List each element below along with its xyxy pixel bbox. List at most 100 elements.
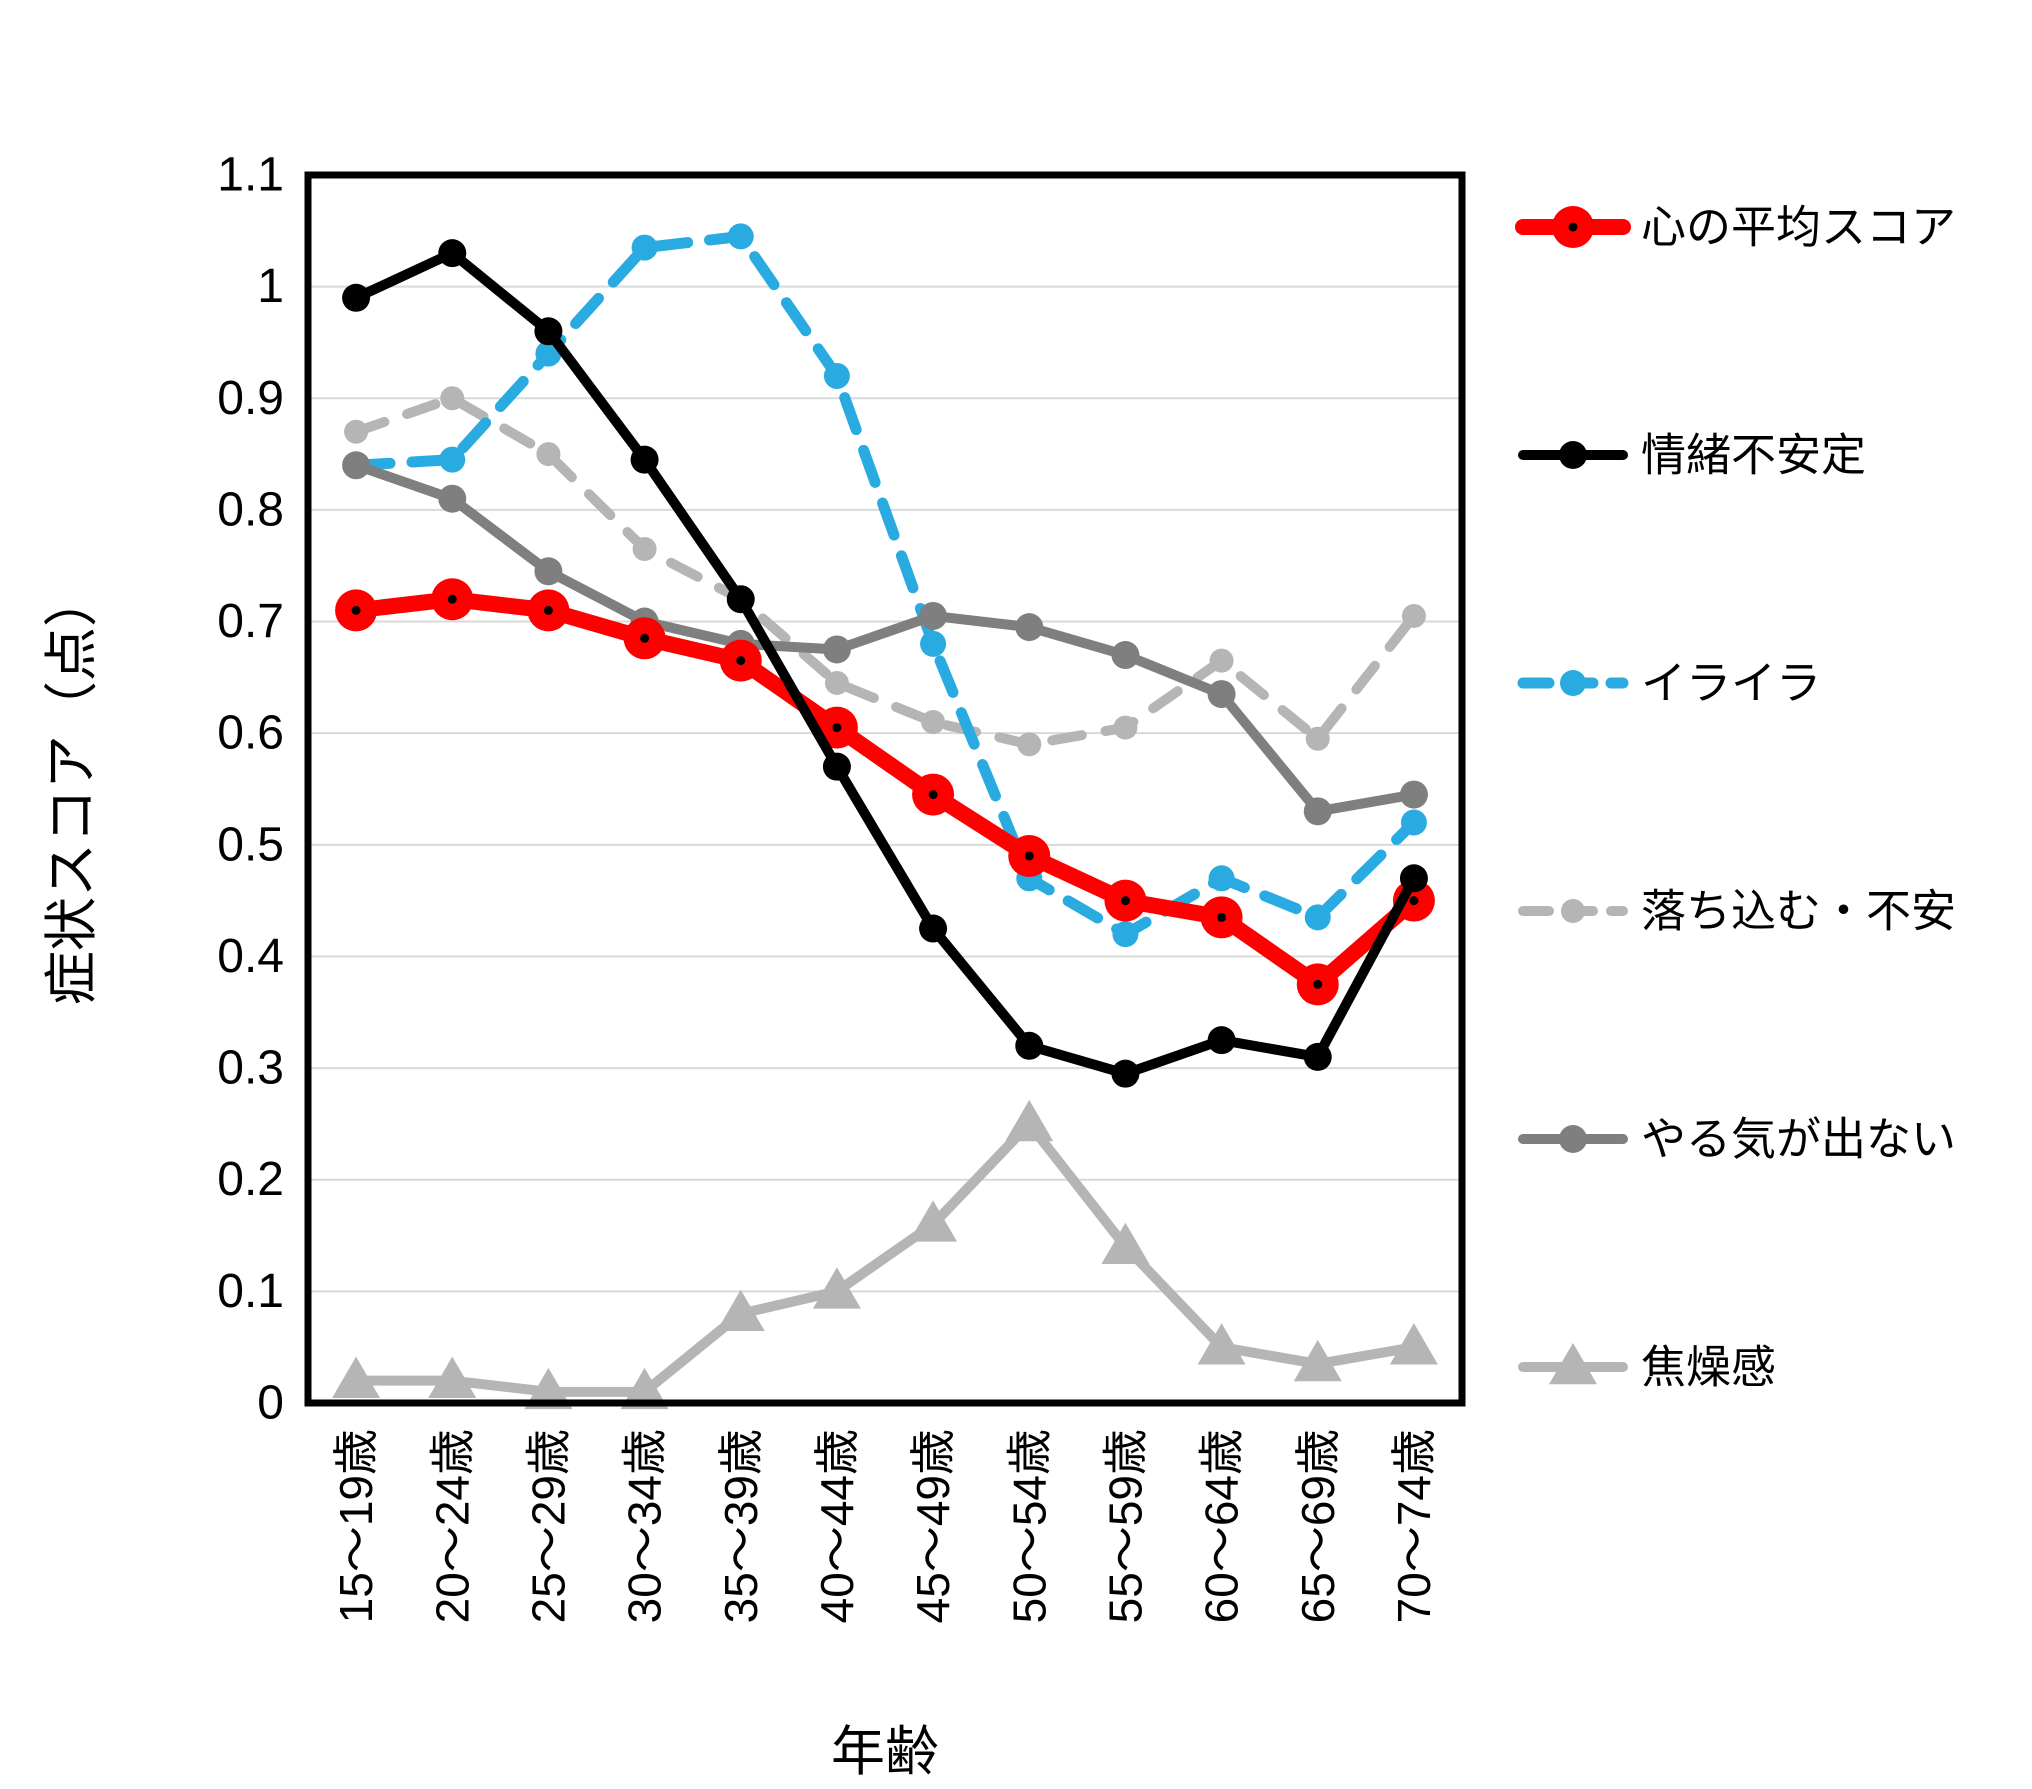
- y-tick-label: 0.6: [217, 707, 284, 760]
- series-line-depressed-anxious: [351, 393, 1419, 750]
- y-tick-label: 0.1: [217, 1265, 284, 1318]
- marker-emotional-instability: [726, 585, 755, 614]
- legend-item-emotional-instability: 情緒不安定: [1518, 430, 1866, 481]
- x-tick-label: 35～39歳: [715, 1429, 767, 1623]
- marker-center-dot-heart-average-score: [1024, 851, 1034, 861]
- marker-depressed-anxious: [632, 536, 657, 561]
- marker-irritability: [823, 362, 850, 389]
- y-tick-label: 0.9: [217, 372, 284, 425]
- marker-no-motivation: [1207, 680, 1236, 709]
- series-line-irritability: [350, 230, 1420, 940]
- marker-impatience: [1549, 1343, 1597, 1385]
- marker-impatience: [1389, 1323, 1438, 1365]
- x-tick-label: 25～29歳: [522, 1429, 574, 1623]
- marker-center-dot-heart-average-score: [543, 605, 553, 615]
- y-tick-label: 0.8: [217, 483, 284, 536]
- marker-depressed-anxious: [1401, 603, 1426, 628]
- marker-depressed-anxious: [440, 386, 465, 411]
- marker-depressed-anxious: [824, 670, 849, 695]
- x-tick-label: 30～34歳: [619, 1429, 671, 1623]
- marker-center-dot-heart-average-score: [736, 656, 746, 666]
- marker-emotional-instability: [1399, 864, 1428, 893]
- marker-impatience: [716, 1289, 765, 1331]
- series-line-emotional-instability: [351, 248, 1419, 1079]
- marker-impatience: [332, 1356, 381, 1398]
- marker-emotional-instability: [1015, 1031, 1044, 1060]
- x-tick-label: 50～54歳: [1003, 1429, 1055, 1623]
- marker-emotional-instability: [1559, 441, 1587, 469]
- series-heart-average-score: [335, 578, 1435, 1006]
- marker-irritability: [631, 234, 658, 261]
- x-tick-label: 20～24歳: [426, 1429, 478, 1623]
- marker-no-motivation: [1399, 780, 1428, 809]
- x-axis-title: 年齢: [831, 1722, 939, 1782]
- x-tick-label: 55～59歳: [1099, 1429, 1151, 1623]
- marker-irritability: [1208, 865, 1235, 892]
- marker-emotional-instability: [630, 445, 659, 474]
- marker-irritability: [727, 223, 754, 250]
- x-tick-label: 65～69歳: [1292, 1429, 1344, 1623]
- y-tick-label: 1.1: [217, 149, 284, 202]
- marker-center-dot-heart-average-score: [1120, 896, 1130, 906]
- y-tick-label: 0.4: [217, 930, 284, 983]
- legend-label-impatience: 焦燥感: [1641, 1342, 1776, 1393]
- marker-no-motivation: [534, 557, 563, 586]
- marker-center-dot-heart-average-score: [351, 605, 361, 615]
- x-axis-ticks-group: 15～19歳 20～24歳 25～29歳 30～34歳 35～39歳 40～44歳 45～4…: [330, 1429, 1440, 1623]
- y-tick-label: 0.2: [217, 1153, 284, 1206]
- marker-no-motivation: [1111, 641, 1140, 670]
- marker-impatience: [1293, 1339, 1342, 1382]
- legend-label-irritability: イライラ: [1641, 658, 1821, 709]
- legend-item-irritability: イライラ: [1517, 658, 1821, 709]
- marker-center-dot-heart-average-score: [832, 723, 842, 733]
- marker-no-motivation: [1015, 613, 1044, 642]
- marker-emotional-instability: [919, 914, 948, 943]
- marker-impatience: [620, 1367, 669, 1410]
- series-impatience: [332, 1099, 1438, 1410]
- marker-depressed-anxious: [344, 419, 369, 444]
- series-line-impatience: [351, 1118, 1419, 1397]
- legend-item-depressed-anxious: 落ち込む・不安: [1518, 886, 1956, 937]
- legend-label-emotional-instability: 情緒不安定: [1641, 430, 1866, 481]
- marker-center-dot-heart-average-score: [1217, 912, 1227, 922]
- legend-label-heart-average-score: 心の平均スコア: [1641, 202, 1956, 253]
- marker-impatience: [1005, 1099, 1054, 1142]
- marker-emotional-instability: [1303, 1042, 1332, 1071]
- marker-emotional-instability: [1207, 1026, 1236, 1055]
- marker-impatience: [909, 1200, 958, 1242]
- x-tick-label: 15～19歳: [330, 1429, 382, 1623]
- y-tick-label: 0.3: [217, 1042, 284, 1095]
- marker-irritability: [1304, 904, 1331, 931]
- marker-impatience: [428, 1356, 477, 1398]
- series-emotional-instability: [342, 239, 1428, 1088]
- marker-no-motivation: [342, 451, 371, 480]
- marker-impatience: [1197, 1323, 1246, 1365]
- x-tick-label: 60～64歳: [1196, 1429, 1248, 1623]
- marker-depressed-anxious: [1209, 648, 1234, 673]
- marker-emotional-instability: [822, 752, 851, 781]
- marker-depressed-anxious: [536, 442, 561, 467]
- x-tick-label: 45～49歳: [907, 1429, 959, 1623]
- marker-depressed-anxious: [921, 710, 946, 735]
- series-depressed-anxious: [344, 386, 1426, 757]
- gridlines-group: [308, 285, 1462, 1293]
- legend-item-heart-average-score: 心の平均スコア: [1515, 202, 1956, 253]
- plot-border-group: [304, 171, 1466, 1407]
- marker-center-dot-heart-average-score: [1409, 896, 1419, 906]
- legend-item-impatience: 焦燥感: [1518, 1342, 1776, 1393]
- y-tick-label: 0: [257, 1377, 284, 1430]
- marker-no-motivation: [1559, 1125, 1587, 1153]
- marker-no-motivation: [919, 601, 948, 630]
- plot-border: [304, 171, 1466, 1407]
- series-group: [332, 223, 1438, 1410]
- marker-center-dot-heart-average-score: [928, 790, 938, 800]
- marker-impatience: [524, 1367, 573, 1410]
- marker-emotional-instability: [534, 317, 563, 346]
- marker-center-dot-heart-average-score: [1568, 222, 1578, 232]
- marker-center-dot-heart-average-score: [1313, 979, 1323, 989]
- marker-irritability: [1112, 921, 1139, 948]
- marker-depressed-anxious: [1561, 899, 1585, 923]
- marker-depressed-anxious: [1017, 732, 1042, 757]
